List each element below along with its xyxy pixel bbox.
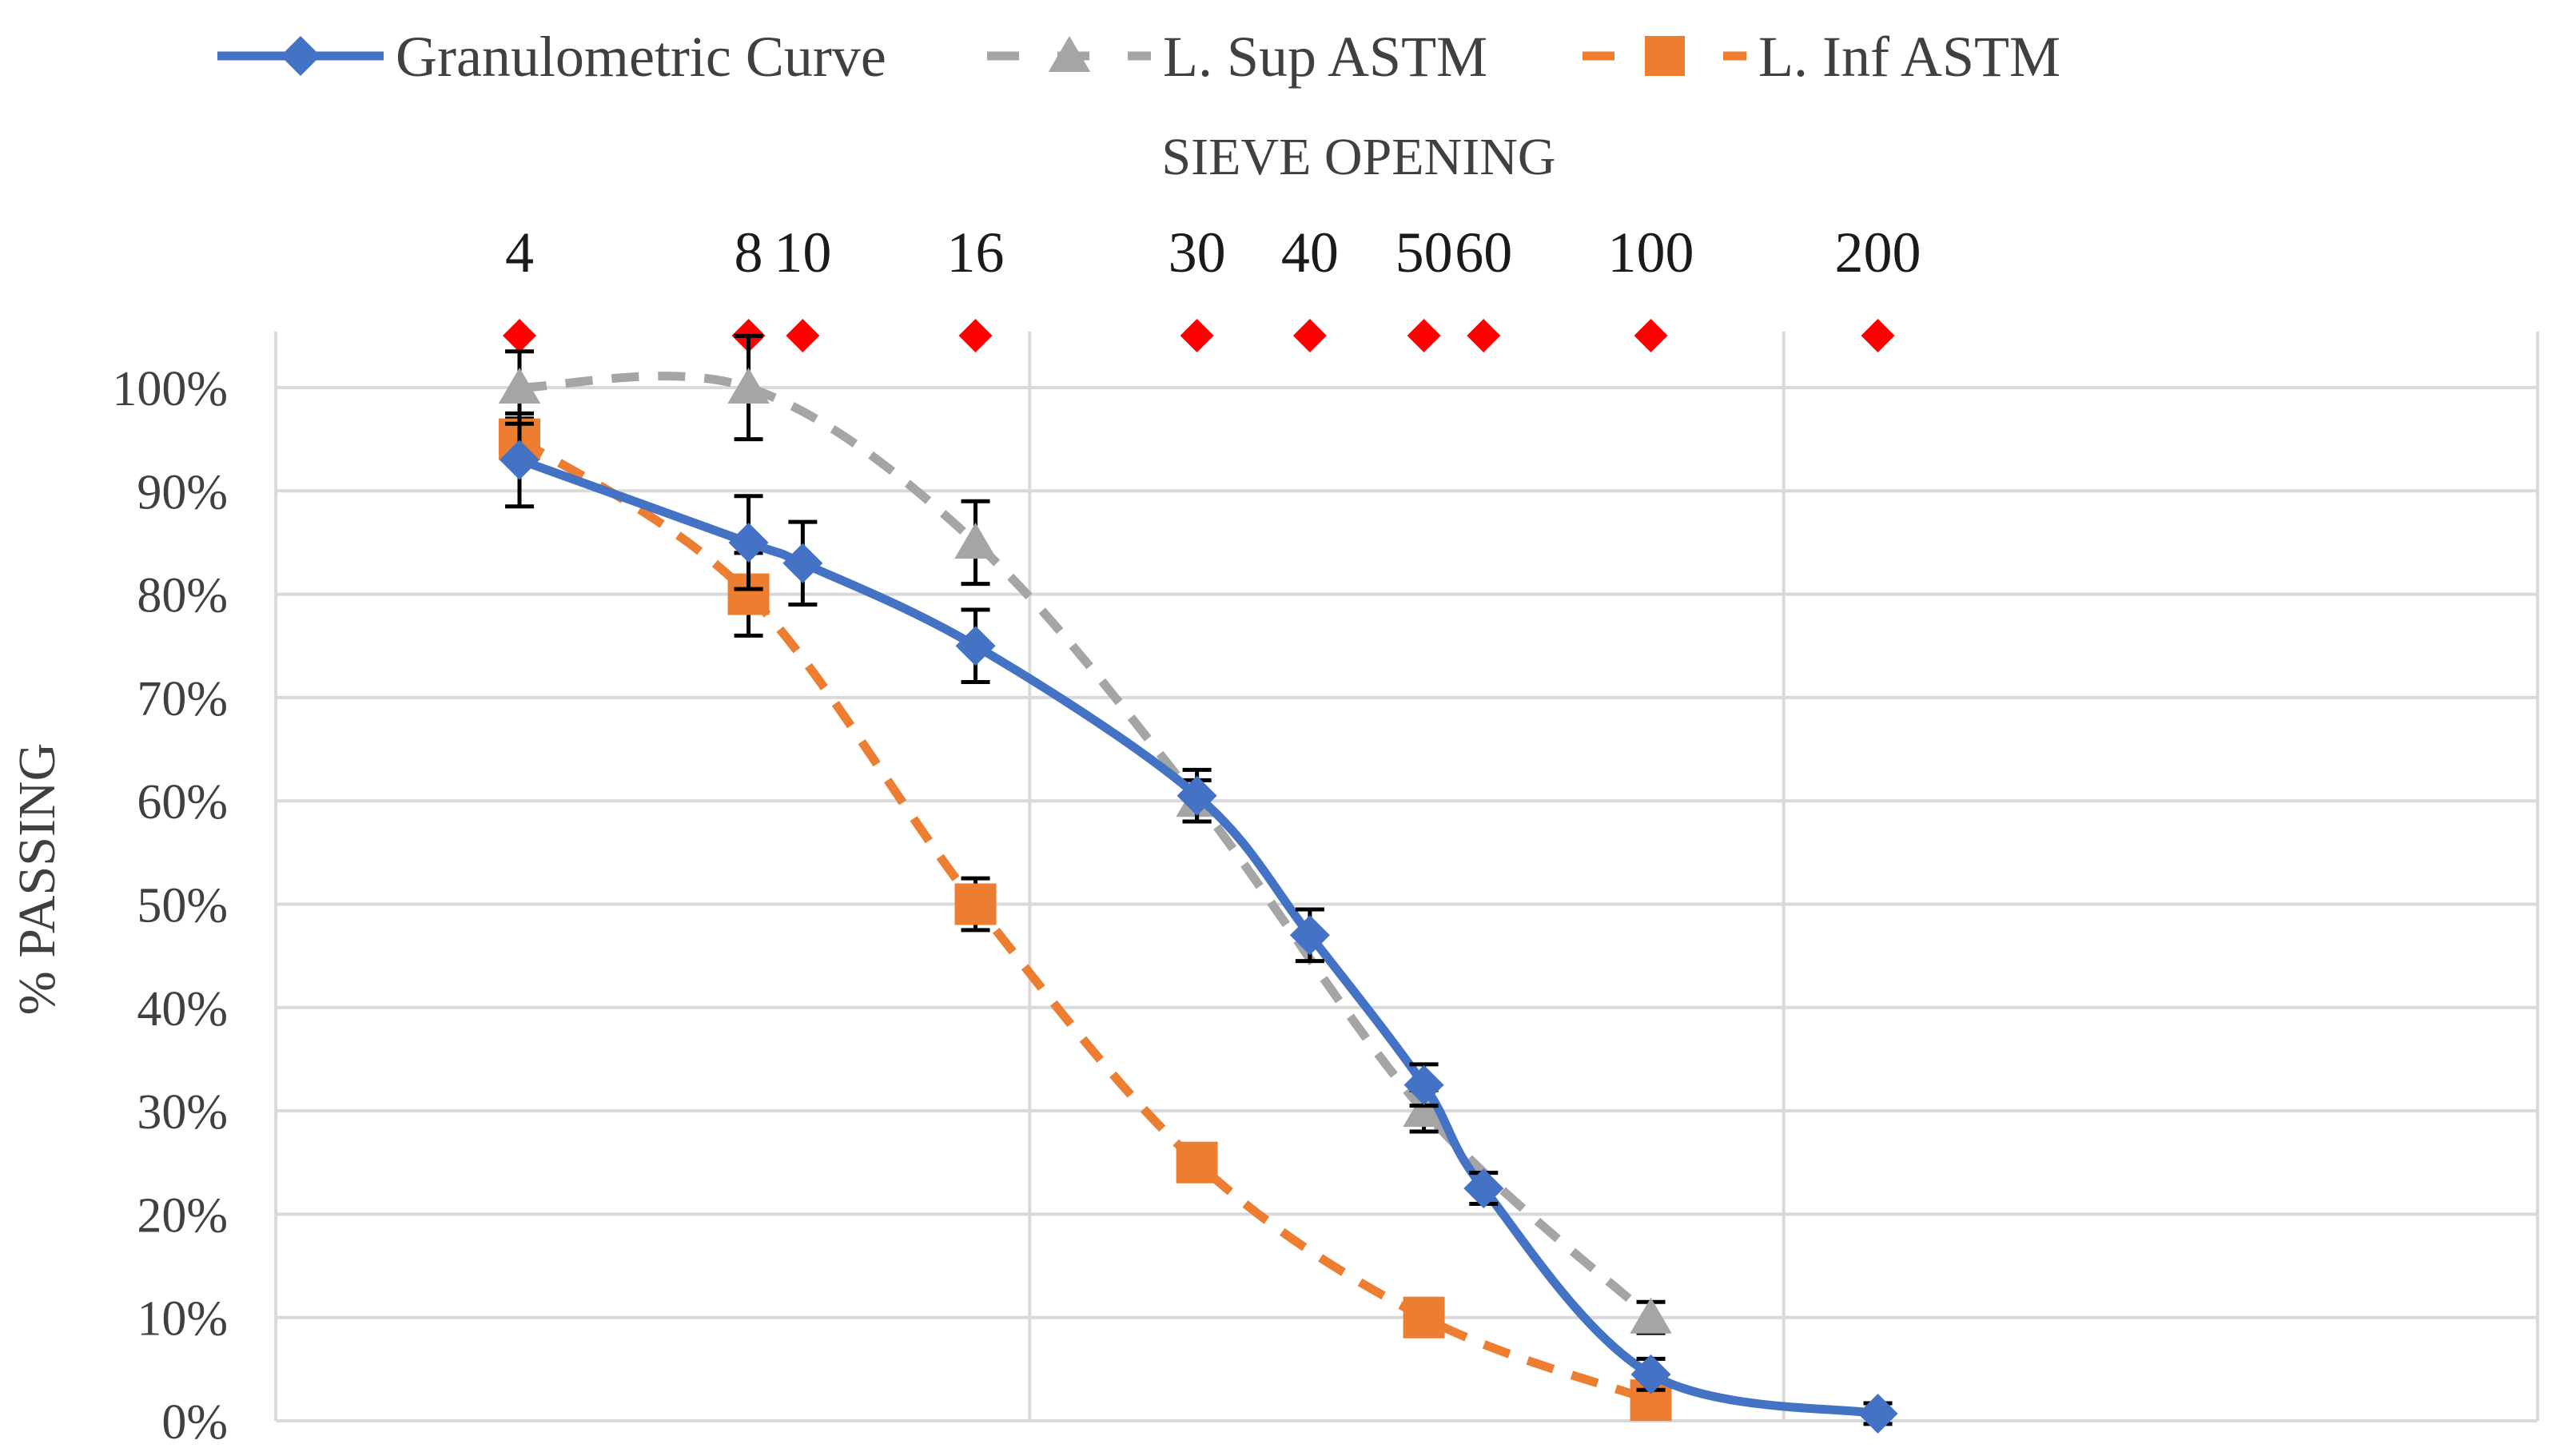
sieve-label-40: 40 bbox=[1281, 221, 1339, 284]
legend-entry-l-sup-astm: L. Sup ASTM bbox=[987, 25, 1487, 89]
data-point bbox=[1403, 1296, 1445, 1339]
sieve-marker-50 bbox=[1407, 319, 1441, 352]
y-tick-label: 10% bbox=[137, 1292, 228, 1347]
data-point bbox=[1176, 775, 1217, 816]
data-point bbox=[1176, 1141, 1218, 1183]
legend-marker bbox=[281, 36, 320, 76]
sieve-marker-100 bbox=[1634, 319, 1668, 352]
legend-label: L. Sup ASTM bbox=[1163, 25, 1487, 89]
series-line bbox=[515, 455, 1883, 1418]
sieve-marker-200 bbox=[1861, 319, 1895, 352]
y-tick-label: 60% bbox=[137, 775, 228, 829]
y-axis-ticks: 0% 10% 20% 30% 40% 50% 60% 70% 80% 90% 100% bbox=[112, 362, 228, 1450]
y-tick-label: 30% bbox=[137, 1085, 228, 1140]
data-point bbox=[728, 522, 769, 563]
series bbox=[498, 333, 1898, 1434]
sieve-label-16: 16 bbox=[947, 221, 1005, 284]
sieve-label-30: 30 bbox=[1169, 221, 1226, 284]
data-point bbox=[955, 626, 996, 666]
x-axis-title: SIEVE OPENING bbox=[1161, 128, 1555, 186]
sieve-marker-60 bbox=[1467, 319, 1501, 352]
sieve-label-4: 4 bbox=[505, 221, 534, 284]
data-point bbox=[1289, 915, 1330, 956]
series-line bbox=[516, 436, 1653, 1405]
sieve-marker-40 bbox=[1292, 319, 1327, 352]
y-tick-label: 20% bbox=[137, 1188, 228, 1243]
grid bbox=[274, 332, 2539, 1422]
data-point bbox=[782, 543, 823, 583]
sieve-label-8: 8 bbox=[735, 221, 763, 284]
series-granulometric-curve bbox=[499, 411, 1898, 1434]
sieve-marker-30 bbox=[1180, 319, 1214, 352]
sieve-label-60: 60 bbox=[1455, 221, 1512, 284]
series-l-inf-astm bbox=[498, 416, 1672, 1422]
data-point bbox=[499, 440, 539, 480]
series-line bbox=[519, 372, 1654, 1321]
data-point bbox=[498, 368, 541, 404]
y-tick-label: 100% bbox=[112, 362, 228, 416]
legend-label: Granulometric Curve bbox=[396, 25, 886, 89]
legend-entry-granulometric-curve: Granulometric Curve bbox=[217, 25, 886, 89]
sieve-label-200: 200 bbox=[1835, 221, 1921, 284]
legend-marker bbox=[1048, 36, 1091, 72]
data-point bbox=[1463, 1168, 1504, 1209]
legend-entry-l-inf-astm: L. Inf ASTM bbox=[1583, 25, 2060, 89]
data-point bbox=[954, 883, 997, 925]
y-tick-label: 70% bbox=[137, 672, 228, 726]
y-tick-label: 50% bbox=[137, 879, 228, 933]
y-tick-label: 90% bbox=[137, 465, 228, 519]
y-axis-title: % PASSING bbox=[8, 743, 66, 1016]
y-tick-label: 40% bbox=[137, 982, 228, 1036]
data-point bbox=[727, 368, 770, 404]
y-tick-label: 80% bbox=[137, 569, 228, 623]
data-point bbox=[1403, 1064, 1444, 1105]
sieve-label-50: 50 bbox=[1395, 221, 1453, 284]
data-point bbox=[1630, 1354, 1671, 1394]
sieve-marker-10 bbox=[786, 319, 820, 352]
legend-label: L. Inf ASTM bbox=[1758, 25, 2060, 89]
y-tick-label: 0% bbox=[161, 1395, 228, 1450]
data-point bbox=[1630, 1297, 1672, 1334]
legend: Granulometric Curve L. Sup ASTM L. Inf AST… bbox=[217, 25, 2060, 89]
legend-marker bbox=[1645, 36, 1685, 76]
sieve-marker-16 bbox=[958, 319, 993, 352]
sieve-opening-axis: 4 8 10 16 30 40 50 60 100 200 bbox=[502, 221, 1921, 352]
sieve-label-100: 100 bbox=[1608, 221, 1694, 284]
data-point bbox=[1403, 1091, 1445, 1128]
sieve-marker-4 bbox=[502, 319, 536, 352]
data-point bbox=[954, 522, 997, 559]
sieve-label-10: 10 bbox=[774, 221, 831, 284]
data-point bbox=[1857, 1393, 1898, 1434]
